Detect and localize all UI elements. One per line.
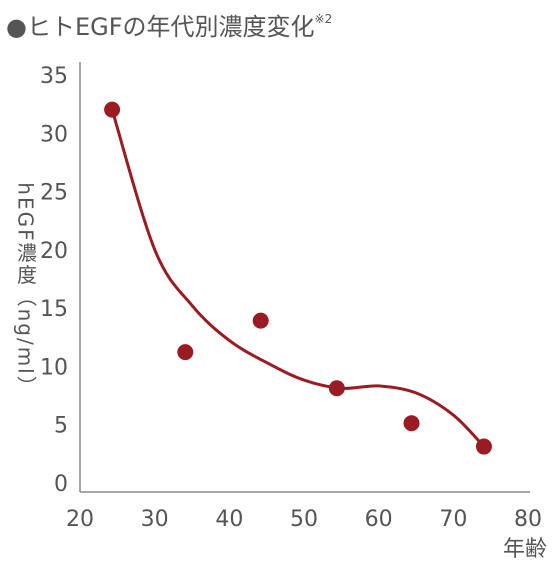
y-tick-label: 25 xyxy=(40,181,68,206)
data-point xyxy=(403,415,420,432)
y-tick-label: 5 xyxy=(54,414,68,439)
x-tick-label: 20 xyxy=(66,507,94,532)
data-point xyxy=(177,344,194,361)
x-tick-label: 70 xyxy=(439,507,467,532)
y-tick-label: 30 xyxy=(40,122,68,147)
data-point xyxy=(252,312,269,329)
x-tick-label: 50 xyxy=(290,507,318,532)
x-tick-label: 40 xyxy=(215,507,243,532)
title-note: ※2 xyxy=(315,12,333,26)
y-axis-label: hEGF濃度（ng/ml） xyxy=(14,182,38,397)
x-tick-label: 80 xyxy=(514,507,542,532)
x-tick-label: 60 xyxy=(365,507,393,532)
data-point xyxy=(104,101,121,118)
data-point xyxy=(475,438,492,455)
x-tick-label: 30 xyxy=(141,507,169,532)
data-point xyxy=(328,380,345,397)
y-tick-label: 15 xyxy=(40,297,68,322)
y-tick-label: 35 xyxy=(40,64,68,89)
x-axis-label: 年齢 xyxy=(503,537,547,562)
y-tick-label: 10 xyxy=(40,355,68,380)
y-tick-label: 20 xyxy=(40,239,68,264)
chart-title: ●ヒトEGFの年代別濃度変化※2 xyxy=(6,12,332,42)
title-text: ●ヒトEGFの年代別濃度変化 xyxy=(6,13,315,41)
trend-line xyxy=(110,109,486,448)
y-tick-label: 0 xyxy=(54,472,68,497)
